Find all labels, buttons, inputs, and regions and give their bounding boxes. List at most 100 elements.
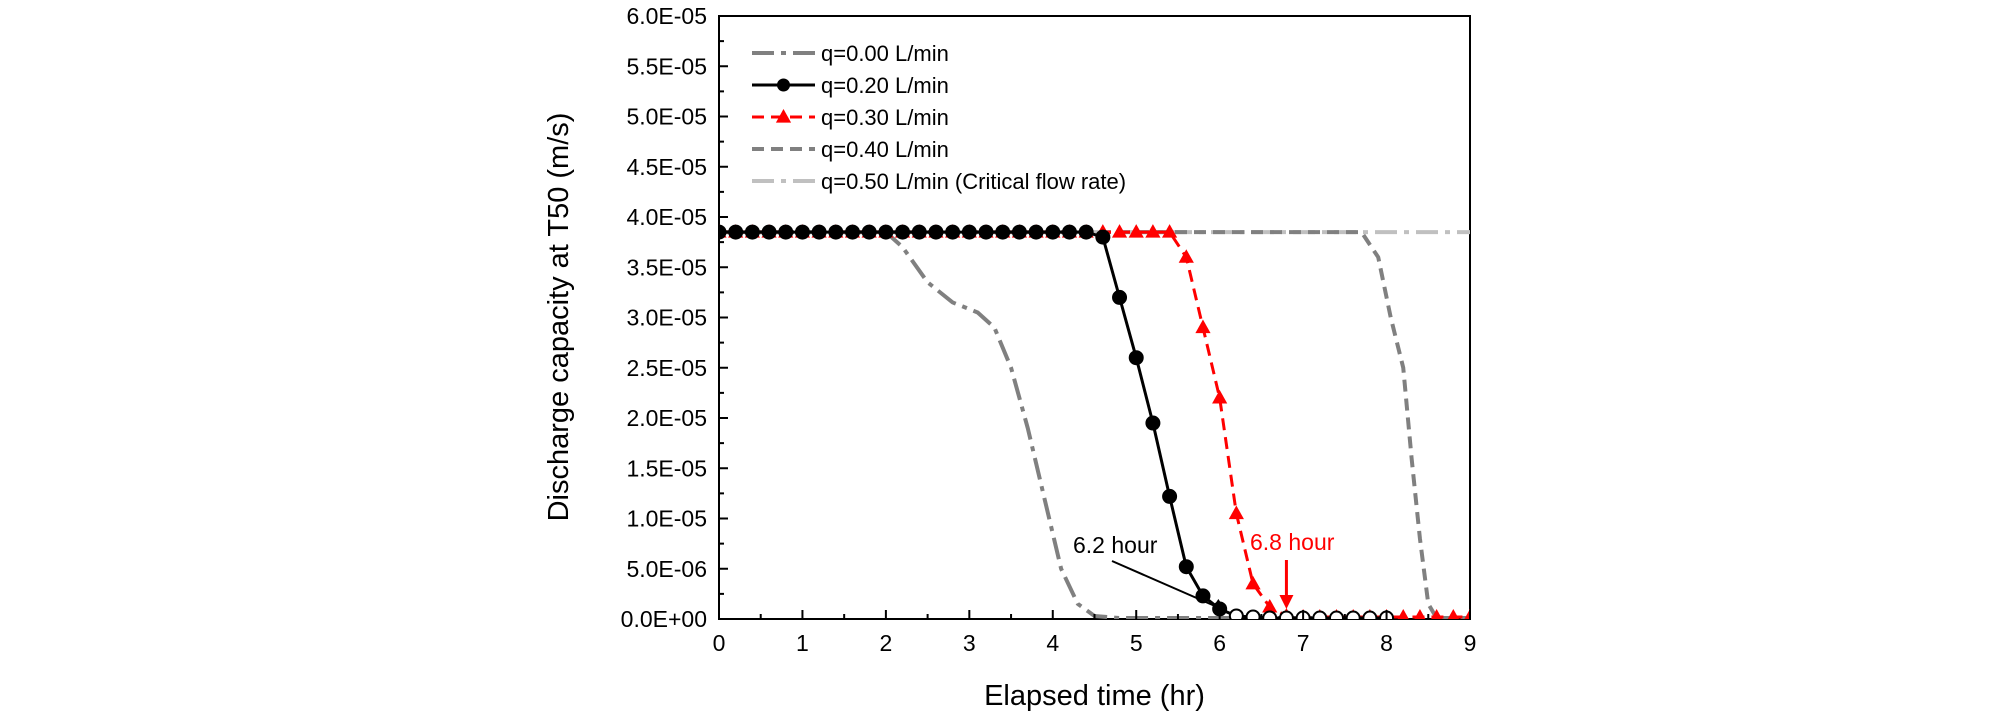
data-point (1312, 610, 1328, 619)
data-point (1028, 224, 1044, 240)
legend-label: q=0.20 L/min (821, 73, 949, 98)
data-point (1228, 505, 1244, 520)
data-point (961, 224, 977, 240)
data-point (1078, 224, 1094, 240)
annotation-label: 6.2 hour (1073, 532, 1158, 558)
data-point (978, 224, 994, 240)
data-point (1262, 598, 1278, 613)
data-point (778, 224, 794, 240)
data-point (1362, 610, 1378, 619)
series-line (719, 230, 1387, 619)
y-tick-label: 1.5E-05 (626, 455, 707, 481)
y-tick-label: 2.5E-05 (626, 355, 707, 381)
legend-marker (777, 78, 790, 92)
y-tick-label: 1.0E-05 (626, 506, 707, 532)
legend-item-q-0-00-l-min: q=0.00 L/min (752, 41, 949, 66)
data-point (1178, 249, 1194, 263)
y-tick-label: 0.0E+00 (621, 606, 707, 632)
annotation-6-8-hour: 6.8 hour (1250, 529, 1335, 609)
x-tick-label: 5 (1130, 630, 1143, 656)
data-point (1128, 224, 1144, 238)
data-point (1262, 610, 1278, 619)
data-point (1464, 608, 1470, 619)
y-tick-label: 5.5E-05 (626, 53, 707, 79)
annotation-arrow (1111, 560, 1227, 612)
data-point (878, 224, 894, 240)
annotation-6-2-hour: 6.2 hour (1073, 532, 1227, 612)
y-axis-title: Discharge capacity at T50 (m/s) (543, 113, 575, 522)
data-point (1111, 224, 1128, 238)
x-tick-label: 8 (1380, 630, 1393, 656)
x-tick-label: 2 (879, 630, 892, 656)
data-point (1447, 608, 1459, 619)
data-point (1095, 229, 1111, 245)
data-point (1112, 289, 1128, 305)
data-point (1345, 610, 1361, 619)
data-point (1414, 608, 1426, 619)
y-tick-label: 6.0E-05 (626, 3, 707, 29)
data-point (1278, 610, 1294, 619)
legend-label: q=0.50 L/min (Critical flow rate) (821, 169, 1126, 194)
x-tick-label: 7 (1297, 630, 1310, 656)
legend-label: q=0.40 L/min (821, 137, 949, 162)
series-line (719, 230, 1470, 619)
annotation-layer: 6.2 hour 6.8 hour (1073, 529, 1335, 612)
data-point (1212, 389, 1228, 404)
data-point (761, 224, 777, 240)
data-point (1061, 224, 1077, 240)
data-point (1128, 350, 1144, 366)
legend-label: q=0.30 L/min (821, 105, 949, 130)
legend-item-q-0-40-l-min: q=0.40 L/min (752, 137, 949, 162)
data-point (1328, 610, 1344, 619)
x-tick-label: 6 (1213, 630, 1226, 656)
y-tick-label: 4.5E-05 (626, 154, 707, 180)
data-point (719, 224, 727, 240)
data-point (728, 224, 744, 240)
legend-marker (775, 109, 792, 123)
y-tick-label: 5.0E-06 (626, 556, 707, 582)
y-tick-label: 3.5E-05 (626, 254, 707, 280)
data-point (744, 224, 760, 240)
x-tick-label: 0 (713, 630, 726, 656)
legend-label: q=0.00 L/min (821, 41, 949, 66)
series-q-0-00-l-min (719, 230, 1387, 619)
data-point (928, 224, 944, 240)
data-point (828, 224, 844, 240)
data-point (1178, 559, 1194, 575)
legend-item-q-0-50-l-min-critical-flow-rate: q=0.50 L/min (Critical flow rate) (752, 169, 1126, 194)
data-point (1245, 609, 1261, 619)
data-point (1228, 608, 1244, 619)
data-point (1431, 608, 1443, 619)
data-point (1245, 575, 1261, 590)
data-point (1145, 415, 1161, 431)
series-q-0-30-l-min (719, 224, 1470, 619)
data-point (1045, 224, 1061, 240)
axis-layer: 0 1 2 3 4 5 6 7 8 9 0.0E+00 5.0E-06 1.0E-05 1.5E-05 2.… (621, 3, 1477, 656)
data-point (794, 224, 810, 240)
data-point (995, 224, 1011, 240)
series-line (719, 230, 1470, 619)
annotation-arrowhead (1279, 594, 1294, 609)
data-point (945, 224, 961, 240)
x-tick-label: 9 (1464, 630, 1477, 656)
annotation-label: 6.8 hour (1250, 529, 1335, 555)
y-tick-label: 5.0E-05 (626, 104, 707, 130)
legend: q=0.00 L/min q=0.20 L/min q=0.30 L/min q=0.… (752, 41, 1126, 194)
data-point (845, 224, 861, 240)
data-point (1397, 608, 1409, 619)
data-point (861, 224, 877, 240)
data-point (1162, 224, 1178, 238)
data-point (1195, 319, 1211, 334)
data-point (811, 224, 827, 240)
y-tick-label: 4.0E-05 (626, 204, 707, 230)
y-tick-label: 2.0E-05 (626, 405, 707, 431)
data-point (895, 224, 911, 240)
x-axis-title: Elapsed time (hr) (984, 680, 1205, 712)
y-tick-label: 3.0E-05 (626, 305, 707, 331)
series-layer (719, 224, 1470, 619)
annotation-arrowhead (1212, 598, 1227, 611)
x-tick-label: 1 (796, 630, 809, 656)
series-q-0-40-l-min (719, 230, 1470, 619)
legend-item-q-0-30-l-min: q=0.30 L/min (752, 105, 949, 130)
